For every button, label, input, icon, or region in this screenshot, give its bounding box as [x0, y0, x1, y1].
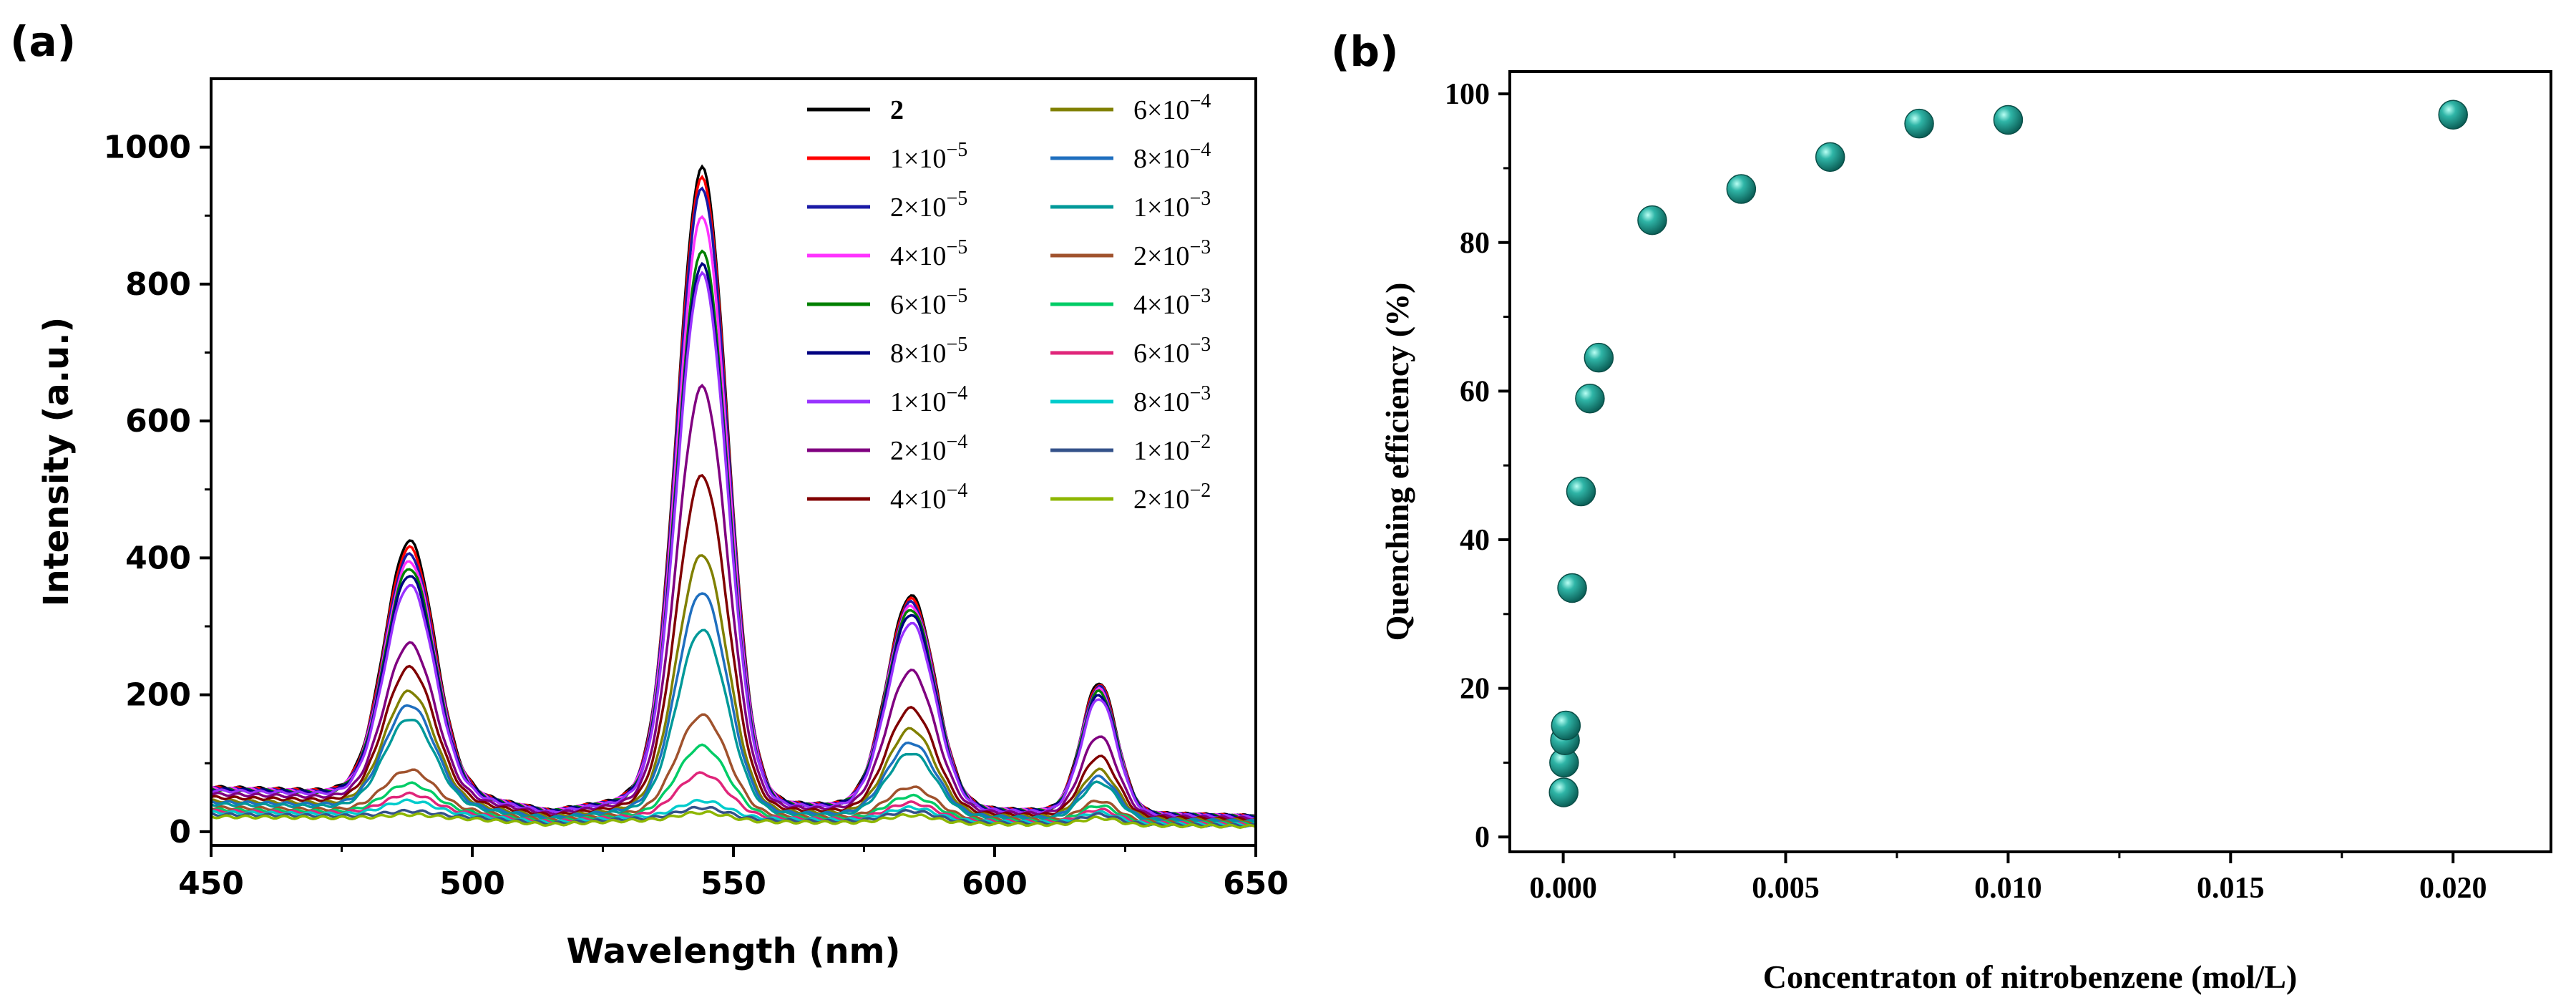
a-legend-exponent: −4 [1189, 139, 1211, 161]
b-data-point [1566, 476, 1596, 507]
a-y-tick-label: 400 [125, 540, 191, 576]
a-x-tick-label: 500 [439, 865, 505, 902]
b-plot-frame [1508, 70, 2552, 853]
a-legend-exponent: −3 [1189, 382, 1211, 404]
a-legend-exponent: −5 [946, 188, 967, 210]
b-data-point [1904, 108, 1934, 139]
a-legend-label: 8×10−3 [1133, 382, 1211, 417]
b-y-tick-label: 0 [1475, 821, 1490, 854]
b-x-axis-title: Concentraton of nitrobenzene (mol/L) [1763, 958, 2298, 995]
a-legend-exponent: −5 [946, 334, 967, 356]
a-legend-label: 8×10−5 [890, 334, 967, 369]
a-legend-label: 2 [890, 95, 904, 125]
a-x-tick-label: 600 [962, 865, 1028, 902]
a-legend-label: 4×10−5 [890, 236, 967, 271]
a-legend-label: 1×10−2 [1133, 431, 1211, 466]
a-series-line [210, 554, 1257, 824]
a-y-tick-label: 0 [169, 814, 191, 850]
b-data-point [1575, 384, 1605, 414]
b-data-point [1993, 105, 2024, 135]
b-x-tick-label: 0.005 [1752, 872, 1820, 905]
a-legend-exponent: −3 [1189, 334, 1211, 356]
a-series-line [210, 805, 1257, 828]
a-legend-label: 1×10−4 [890, 382, 967, 417]
a-series-line [210, 810, 1257, 829]
b-data-point [1726, 174, 1757, 204]
a-series-line [210, 713, 1257, 826]
panel-a-spectra: (a) 450 500 550 600 650 0 200 400 600 800 1000 2 1×… [10, 17, 1289, 971]
a-legend-label: 4×10−4 [890, 480, 967, 515]
b-y-tick-label: 20 [1460, 673, 1490, 706]
a-y-tick-label: 600 [125, 403, 191, 440]
a-legend-label: 6×10−3 [1133, 334, 1211, 369]
a-y-tick-label: 800 [125, 266, 191, 303]
a-y-tick-label: 200 [125, 677, 191, 714]
panel-a-label: (a) [10, 17, 76, 66]
b-data-point [2438, 99, 2468, 130]
a-x-tick-label: 450 [178, 865, 244, 902]
a-legend-exponent: −5 [946, 139, 967, 161]
b-x-tick-label: 0.000 [1529, 872, 1597, 905]
a-series-line [210, 271, 1256, 820]
a-x-tick-label: 650 [1223, 865, 1289, 902]
b-x-tick-label: 0.020 [2419, 872, 2487, 905]
a-legend-exponent: −4 [946, 480, 967, 502]
a-series-line [210, 383, 1257, 821]
b-data-point [1637, 205, 1667, 236]
a-series-line [210, 592, 1257, 824]
a-legend-label: 8×10−4 [1133, 139, 1211, 174]
a-legend: 2 1×10−5 2×10−5 4×10−5 6×10−5 8×10−5 1×10−4 2×1… [807, 90, 1211, 515]
a-legend-label: 2×10−5 [890, 188, 967, 223]
a-legend-label: 4×10−3 [1133, 285, 1211, 320]
b-y-tick-label: 40 [1460, 524, 1490, 557]
a-series-line [210, 474, 1257, 822]
a-legend-exponent: −3 [1189, 188, 1211, 210]
a-series-line [210, 628, 1257, 825]
b-points [1548, 99, 2468, 807]
a-y-tick-label: 1000 [104, 130, 191, 166]
b-data-point [1584, 342, 1614, 373]
a-legend-exponent: −2 [1189, 431, 1211, 453]
b-y-tick-label: 100 [1445, 78, 1490, 111]
a-legend-label: 1×10−3 [1133, 188, 1211, 223]
a-series-line [210, 798, 1257, 827]
b-y-axis-title: Quenching efficiency (%) [1379, 283, 1415, 641]
b-data-point [1548, 777, 1579, 807]
a-legend-label: 2×10−2 [1133, 480, 1211, 515]
a-curves [210, 164, 1257, 829]
a-legend-label: 6×10−5 [890, 285, 967, 320]
b-x-tick-label: 0.010 [1974, 872, 2042, 905]
a-x-axis-title: Wavelength (nm) [567, 931, 901, 971]
a-legend-exponent: −3 [1189, 285, 1211, 307]
panel-b-quenching: (b) 0.000 0.005 0.010 0.015 0.020 0 20 40 60 80 10… [1331, 27, 2552, 995]
a-legend-exponent: −5 [946, 285, 967, 307]
panel-b-label: (b) [1331, 27, 1399, 76]
a-axes: 450 500 550 600 650 0 200 400 600 800 1000 [104, 130, 1289, 902]
a-series-line [210, 186, 1257, 820]
a-legend-exponent: −2 [1189, 480, 1211, 502]
a-legend-label: 2×10−3 [1133, 236, 1211, 271]
a-legend-label: 1×10−5 [890, 139, 967, 174]
a-legend-exponent: −3 [1189, 236, 1211, 258]
a-legend-exponent: −5 [946, 236, 967, 258]
a-legend-label: 6×10−4 [1133, 90, 1211, 125]
a-legend-label: 2×10−4 [890, 431, 967, 466]
b-data-point [1557, 573, 1587, 603]
a-legend-exponent: −4 [946, 431, 967, 453]
b-data-point [1815, 142, 1845, 173]
b-y-tick-label: 80 [1460, 227, 1490, 260]
b-y-tick-label: 60 [1460, 375, 1490, 408]
a-x-tick-label: 550 [701, 865, 766, 902]
a-legend-exponent: −4 [1189, 90, 1211, 112]
a-series-line [210, 164, 1257, 819]
a-legend-exponent: −4 [946, 382, 967, 404]
b-data-point [1551, 710, 1581, 741]
a-y-axis-title: Intensity (a.u.) [36, 317, 77, 607]
b-axes: 0.000 0.005 0.010 0.015 0.020 0 20 40 60 80 100 [1445, 78, 2487, 905]
b-x-tick-label: 0.015 [2197, 872, 2265, 905]
